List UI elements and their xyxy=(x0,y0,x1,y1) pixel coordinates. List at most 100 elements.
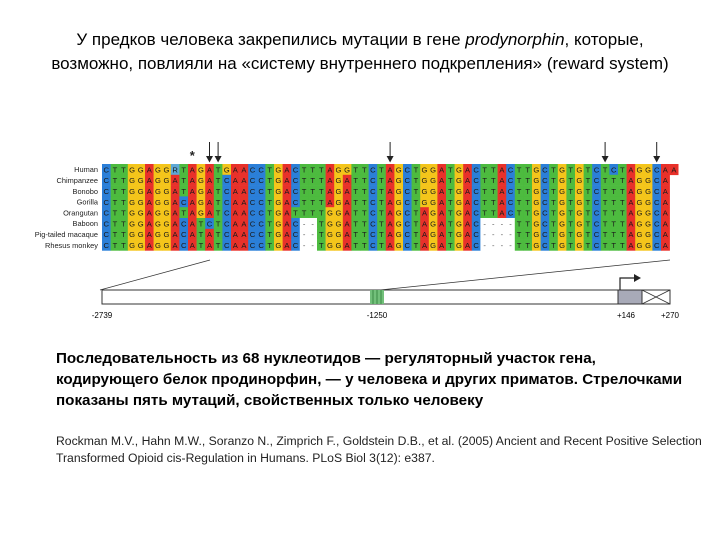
nucleotide-cell xyxy=(377,218,387,230)
nucleotide-letter: G xyxy=(559,209,565,218)
nucleotide-letter: C xyxy=(258,176,264,185)
nucleotide-cell xyxy=(618,185,627,197)
nucleotide-letter: T xyxy=(517,165,522,174)
nucleotide-letter: A xyxy=(233,209,239,218)
nucleotide-cell xyxy=(256,185,266,197)
nucleotide-letter: C xyxy=(258,209,264,218)
nucleotide-cell xyxy=(497,196,507,208)
nucleotide-letter: T xyxy=(482,176,487,185)
mutation-arrow-head xyxy=(653,156,661,163)
nucleotide-cell xyxy=(317,218,326,230)
nucleotide-letter: T xyxy=(379,187,384,196)
nucleotide-cell xyxy=(497,164,507,176)
nucleotide-letter: G xyxy=(576,219,582,228)
nucleotide-cell xyxy=(119,164,129,176)
nucleotide-cell xyxy=(566,228,576,240)
nucleotide-letter: A xyxy=(284,187,290,196)
nucleotide-cell xyxy=(299,196,309,208)
nucleotide-letter: G xyxy=(533,241,539,250)
nucleotide-letter: A xyxy=(147,209,153,218)
nucleotide-cell xyxy=(274,185,283,197)
nucleotide-cell xyxy=(360,207,369,219)
nucleotide-cell xyxy=(334,196,344,208)
nucleotide-letter: A xyxy=(284,241,290,250)
nucleotide-letter: G xyxy=(645,165,651,174)
nucleotide-cell xyxy=(575,164,584,176)
nucleotide-cell xyxy=(626,196,636,208)
nucleotide-letter: T xyxy=(603,165,608,174)
nucleotide-letter: A xyxy=(147,198,153,207)
nucleotide-cell xyxy=(265,196,275,208)
nucleotide-cell xyxy=(213,228,223,240)
nucleotide-letter: T xyxy=(353,165,358,174)
figure-caption: Последовательность из 68 нуклеотидов — р… xyxy=(56,350,683,409)
nucleotide-letter: T xyxy=(353,230,358,239)
nucleotide-cell xyxy=(566,185,576,197)
nucleotide-cell xyxy=(403,185,412,197)
nucleotide-letter: T xyxy=(267,241,272,250)
nucleotide-cell xyxy=(256,196,266,208)
nucleotide-letter: T xyxy=(216,187,221,196)
nucleotide-cell xyxy=(368,239,378,251)
nucleotide-cell xyxy=(282,218,292,230)
nucleotide-letter: T xyxy=(517,198,522,207)
nucleotide-letter: A xyxy=(465,176,471,185)
nucleotide-letter: T xyxy=(525,241,530,250)
nucleotide-cell xyxy=(566,164,576,176)
nucleotide-letter: T xyxy=(414,209,419,218)
nucleotide-cell xyxy=(592,164,602,176)
nucleotide-letter: T xyxy=(620,165,625,174)
nucleotide-cell xyxy=(514,164,524,176)
nucleotide-cell xyxy=(532,196,541,208)
nucleotide-cell xyxy=(454,164,464,176)
nucleotide-letter: T xyxy=(517,176,522,185)
nucleotide-cell xyxy=(652,207,662,219)
nucleotide-letter: C xyxy=(542,219,548,228)
nucleotide-letter: T xyxy=(517,241,522,250)
nucleotide-letter: A xyxy=(241,241,247,250)
nucleotide-letter: G xyxy=(430,241,436,250)
nucleotide-letter: C xyxy=(293,187,299,196)
nucleotide-letter: G xyxy=(336,241,342,250)
species-label: Baboon xyxy=(73,219,98,228)
nucleotide-cell xyxy=(110,228,120,240)
nucleotide-letter: T xyxy=(310,198,315,207)
nucleotide-letter: A xyxy=(628,241,634,250)
nucleotide-letter: G xyxy=(396,165,402,174)
nucleotide-letter: T xyxy=(414,230,419,239)
nucleotide-cell xyxy=(428,185,438,197)
nucleotide-cell xyxy=(231,174,240,186)
nucleotide-cell xyxy=(523,185,533,197)
nucleotide-letter: T xyxy=(568,187,573,196)
nucleotide-letter: T xyxy=(121,165,126,174)
nucleotide-letter: T xyxy=(216,209,221,218)
nucleotide-cell xyxy=(213,185,223,197)
nucleotide-cell xyxy=(299,239,309,251)
nucleotide-cell xyxy=(592,239,602,251)
nucleotide-letter: T xyxy=(611,176,616,185)
nucleotide-cell xyxy=(291,239,301,251)
nucleotide-letter: T xyxy=(568,176,573,185)
nucleotide-letter: T xyxy=(525,165,530,174)
nucleotide-letter: C xyxy=(405,241,411,250)
nucleotide-cell xyxy=(325,164,335,176)
nucleotide-cell xyxy=(205,218,215,230)
nucleotide-cell xyxy=(205,174,215,186)
nucleotide-cell xyxy=(265,185,275,197)
nucleotide-cell xyxy=(196,196,206,208)
nucleotide-cell xyxy=(420,207,430,219)
nucleotide-cell xyxy=(411,164,421,176)
nucleotide-cell xyxy=(540,185,550,197)
nucleotide-cell xyxy=(540,218,550,230)
nucleotide-cell xyxy=(618,228,627,240)
nucleotide-cell xyxy=(136,196,146,208)
nucleotide-letter: G xyxy=(164,165,170,174)
nucleotide-cell xyxy=(652,174,662,186)
nucleotide-letter: C xyxy=(370,176,376,185)
nucleotide-letter: C xyxy=(250,198,256,207)
nucleotide-letter: G xyxy=(224,165,230,174)
nucleotide-letter: A xyxy=(345,219,351,228)
nucleotide-cell xyxy=(454,218,464,230)
nucleotide-letter: T xyxy=(199,241,204,250)
nucleotide-cell xyxy=(127,164,137,176)
